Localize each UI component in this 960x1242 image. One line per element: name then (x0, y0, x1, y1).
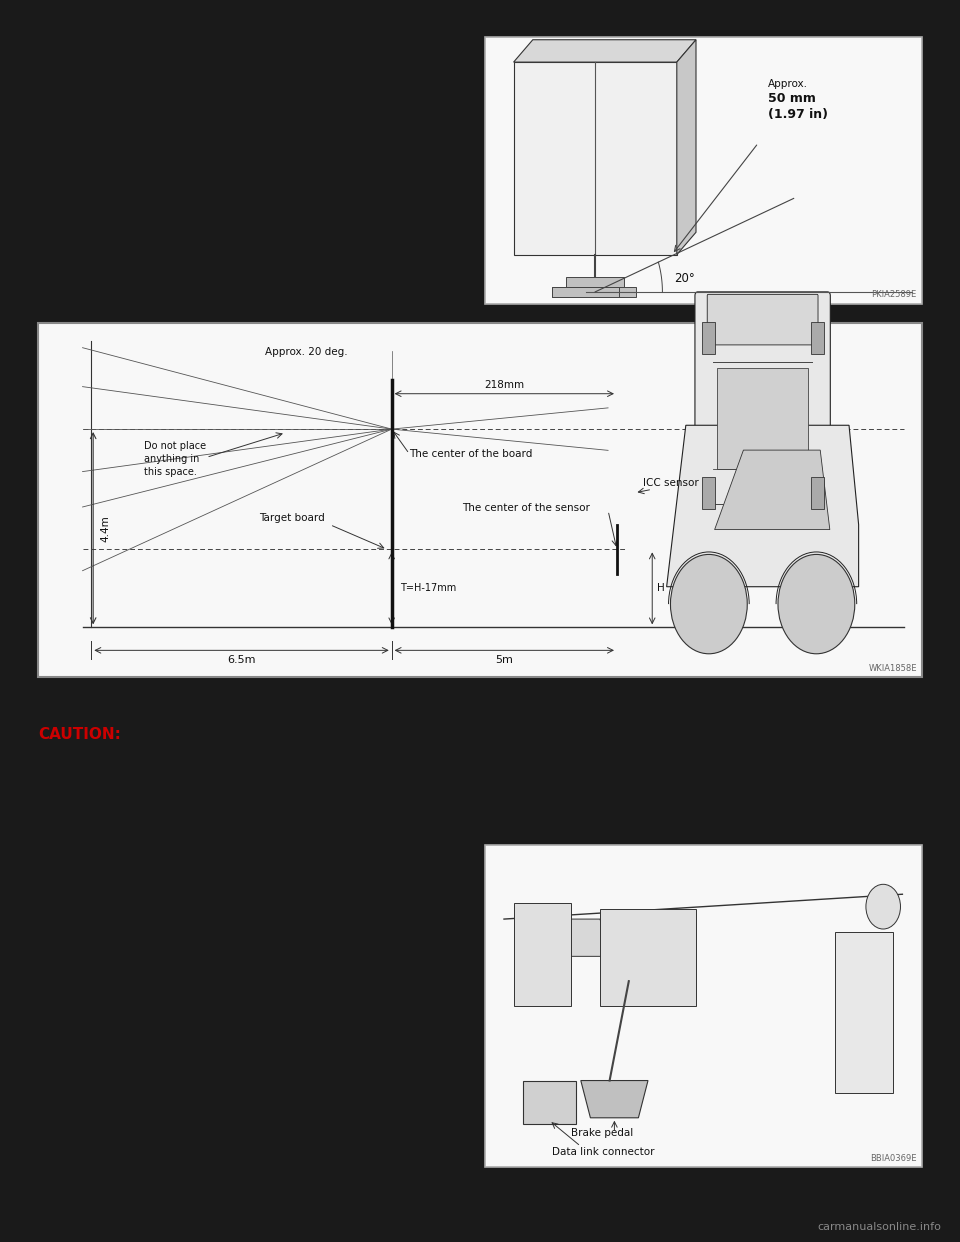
Text: 6.5m: 6.5m (228, 655, 255, 664)
Text: The center of the sensor: The center of the sensor (463, 503, 590, 513)
Text: 218mm: 218mm (484, 380, 524, 390)
Text: PKIA2589E: PKIA2589E (872, 289, 917, 299)
Polygon shape (581, 1081, 648, 1118)
Bar (485, 37, 922, 304)
Bar (600, 909, 696, 1006)
Text: 50 mm
(1.97 in): 50 mm (1.97 in) (768, 92, 828, 120)
Bar (514, 903, 571, 1006)
Bar (552, 287, 624, 297)
Bar (717, 368, 808, 469)
Text: 4.4m: 4.4m (101, 515, 110, 542)
Bar (485, 845, 922, 1167)
Bar (810, 322, 824, 354)
Text: carmanualsonline.info: carmanualsonline.info (817, 1222, 941, 1232)
Text: 5m: 5m (495, 655, 514, 664)
Polygon shape (514, 62, 677, 255)
FancyBboxPatch shape (708, 294, 818, 345)
Circle shape (778, 554, 854, 653)
Text: H: H (657, 584, 664, 594)
Text: The center of the board: The center of the board (409, 450, 533, 460)
Bar (552, 287, 569, 297)
Bar (566, 277, 624, 287)
Text: 20°: 20° (674, 272, 695, 284)
Text: Approx.: Approx. (768, 79, 808, 89)
Text: Do not place
anything in
this space.: Do not place anything in this space. (144, 441, 206, 477)
Polygon shape (552, 919, 610, 956)
Bar (619, 287, 636, 297)
Polygon shape (666, 425, 858, 586)
Bar (702, 322, 714, 354)
Circle shape (670, 554, 747, 653)
FancyBboxPatch shape (695, 292, 830, 566)
Bar (523, 1081, 576, 1124)
Polygon shape (677, 40, 696, 255)
Text: Brake pedal: Brake pedal (571, 1129, 634, 1139)
Text: Data link connector: Data link connector (552, 1148, 655, 1158)
Text: Approx. 20 deg.: Approx. 20 deg. (265, 347, 348, 356)
Text: WKIA1858E: WKIA1858E (868, 663, 917, 673)
Text: T=H-17mm: T=H-17mm (400, 584, 457, 594)
Bar (38, 323, 922, 677)
Bar (702, 477, 714, 509)
Text: BBIA0369E: BBIA0369E (871, 1154, 917, 1164)
Text: Target board: Target board (259, 513, 324, 523)
Text: CAUTION:: CAUTION: (38, 727, 121, 741)
Text: ICC sensor: ICC sensor (643, 478, 699, 488)
Bar (810, 477, 824, 509)
Polygon shape (514, 40, 696, 62)
Polygon shape (714, 450, 829, 529)
Circle shape (866, 884, 900, 929)
Bar (835, 932, 893, 1093)
